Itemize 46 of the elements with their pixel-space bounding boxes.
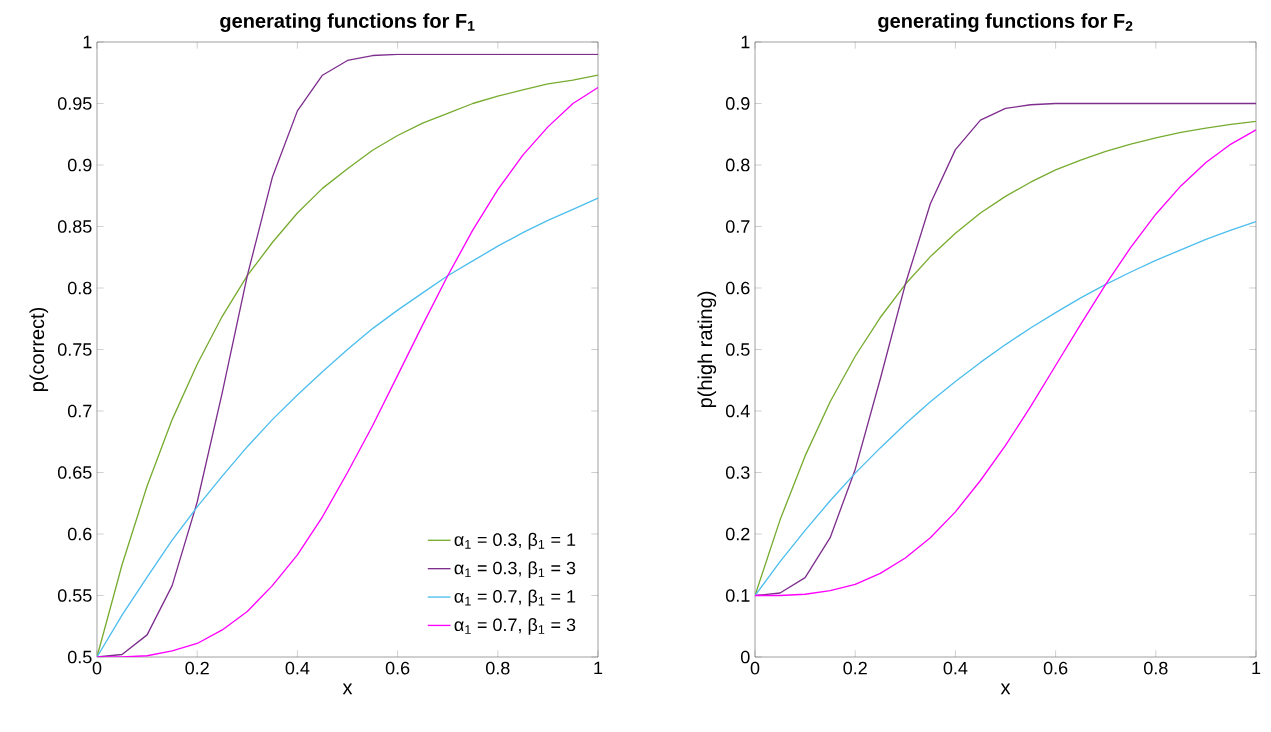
y-tick-label: 0.95 xyxy=(57,97,92,110)
y-tick-label: 0.8 xyxy=(67,281,92,295)
x-tick-label: 0.4 xyxy=(285,661,310,675)
legend-label: α$_{1}$ = 0.7, β$_{1}$ = 3 xyxy=(454,617,576,635)
y-tick-label: 0.4 xyxy=(725,404,750,418)
x-tick-label: 0.8 xyxy=(486,661,510,675)
y-tick-label: 0.6 xyxy=(725,281,750,295)
y-tick-label: 0.5 xyxy=(725,343,750,356)
x-axis-title: x xyxy=(342,683,353,695)
legend-label: α$_{1}$ = 0.3, β$_{1}$ = 3 xyxy=(454,561,576,578)
y-tick-label: 0 xyxy=(741,650,750,664)
legend-label: α$_{1}$ = 0.3, β$_{1}$ = 1 xyxy=(454,532,576,550)
x-tick-label: 0.6 xyxy=(1043,661,1068,675)
y-tick-label: 1 xyxy=(83,35,92,49)
chart-title: generating functions for F$_{1}$ xyxy=(220,13,475,32)
y-tick-label: 0.6 xyxy=(67,527,92,541)
y-axis-title: p(correct) xyxy=(29,307,49,391)
x-tick-label: 0.4 xyxy=(943,661,968,675)
line-series xyxy=(755,220,1257,597)
x-tick-label: 0.2 xyxy=(185,661,209,675)
y-tick-label: 0.1 xyxy=(725,589,750,602)
y-tick-label: 0.9 xyxy=(67,158,92,172)
chart-title: generating functions for F$_{2}$ xyxy=(878,13,1133,32)
x-axis-title: x xyxy=(1000,683,1011,695)
x-tick-label: 1 xyxy=(1252,661,1261,675)
y-tick-label: 0.7 xyxy=(67,404,92,418)
legend-label: α$_{1}$ = 0.7, β$_{1}$ = 1 xyxy=(454,589,576,607)
x-tick-label: 0.2 xyxy=(843,661,867,675)
y-tick-label: 0.9 xyxy=(725,97,750,110)
x-tick-label: 0.8 xyxy=(1144,661,1168,675)
x-tick-label: 0 xyxy=(750,661,760,675)
x-tick-label: 1 xyxy=(594,661,603,675)
y-tick-label: 0.75 xyxy=(57,343,92,356)
y-tick-label: 0.55 xyxy=(57,589,92,602)
y-tick-label: 0.7 xyxy=(725,220,750,233)
y-tick-label: 0.3 xyxy=(725,466,750,479)
y-tick-label: 0.85 xyxy=(57,220,92,233)
x-tick-label: 0 xyxy=(92,661,102,675)
y-tick-label: 0.5 xyxy=(67,650,92,664)
y-axis-title: p(high rating) xyxy=(697,291,717,408)
y-tick-label: 0.8 xyxy=(725,158,750,172)
x-tick-label: 0.6 xyxy=(385,661,410,675)
y-tick-label: 1 xyxy=(741,35,750,49)
y-tick-label: 0.2 xyxy=(725,527,750,541)
line-series xyxy=(97,197,598,657)
y-tick-label: 0.65 xyxy=(57,466,92,479)
